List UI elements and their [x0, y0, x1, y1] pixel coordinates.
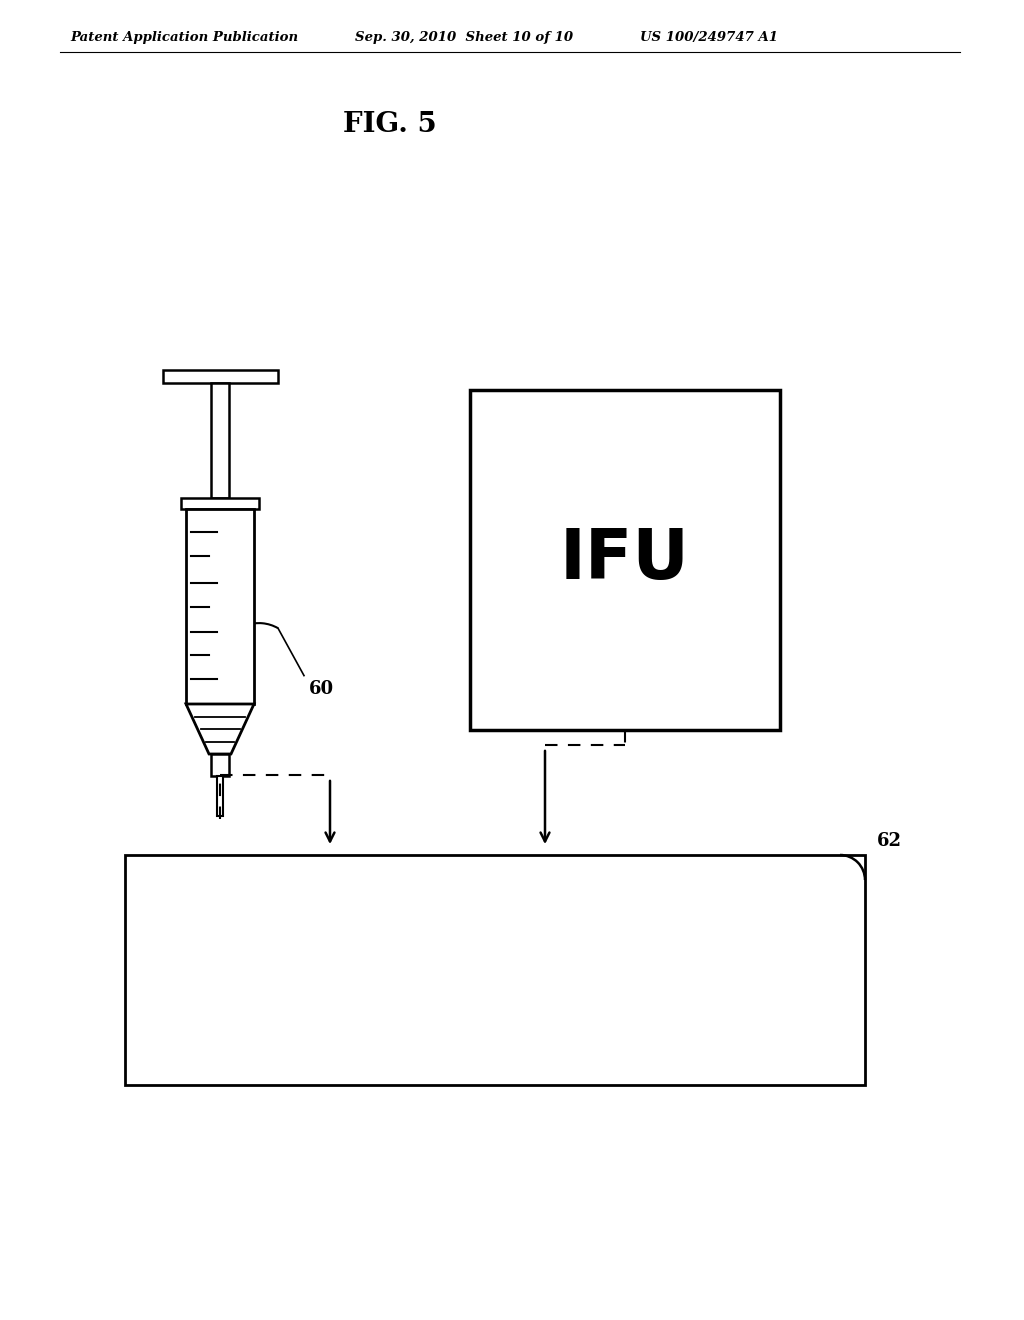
Bar	[181, 498, 259, 510]
Text: Patent Application Publication: Patent Application Publication	[70, 30, 298, 44]
Text: IFU: IFU	[560, 527, 690, 594]
Bar	[217, 776, 223, 816]
Bar	[125, 855, 865, 1085]
Polygon shape	[186, 704, 254, 754]
Bar	[163, 370, 278, 383]
Text: 60: 60	[309, 680, 334, 697]
Bar	[470, 389, 780, 730]
Bar	[211, 383, 229, 498]
Text: 62: 62	[877, 832, 902, 850]
Bar	[211, 754, 229, 776]
Bar	[186, 510, 254, 704]
Text: US 100/249747 A1: US 100/249747 A1	[640, 30, 778, 44]
Text: FIG. 5: FIG. 5	[343, 111, 437, 139]
Text: Sep. 30, 2010  Sheet 10 of 10: Sep. 30, 2010 Sheet 10 of 10	[355, 30, 573, 44]
